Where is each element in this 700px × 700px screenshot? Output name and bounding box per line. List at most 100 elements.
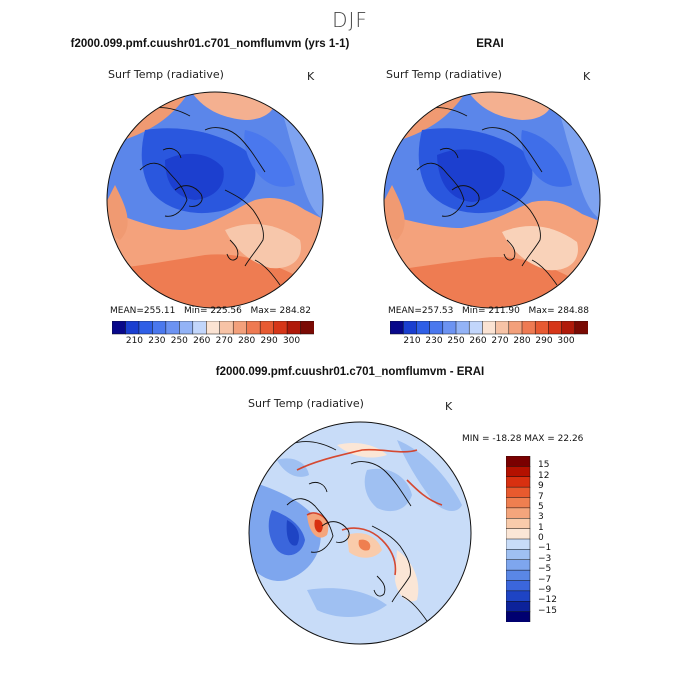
- right-mean-value: 257.53: [421, 306, 454, 316]
- left-stats: MEAN=255.11 Min= 225.56 Max= 284.82: [110, 306, 311, 316]
- colorbar-tick-label: 7: [538, 491, 544, 502]
- colorbar-swatch: [468, 321, 483, 335]
- right-min-value: 211.90: [488, 306, 520, 316]
- colorbar-tick-label: 290: [535, 336, 553, 346]
- diff-units-label: K: [445, 400, 453, 413]
- colorbar-swatch: [506, 518, 531, 530]
- colorbar-tick-label: −1: [538, 543, 552, 554]
- diff-minmax: MIN = -18.28 MAX = 22.26: [462, 434, 584, 444]
- left-units-label: K: [307, 70, 315, 83]
- colorbar-tick-label: −5: [538, 564, 552, 575]
- colorbar-swatch: [286, 321, 302, 335]
- diff-panel-title: f2000.099.pmf.cuushr01.c701_nomflumvm - …: [215, 366, 485, 378]
- colorbar-swatch: [219, 321, 234, 335]
- colorbar-tick-label: 250: [170, 336, 188, 346]
- colorbar-tick-label: −7: [538, 574, 552, 585]
- colorbar-tick-label: 260: [469, 336, 487, 346]
- diff-colorbar-ticks: 15 12 9 7 5 3 1 0 −1 −3 −5 −7 −9 −12 −15: [538, 456, 578, 622]
- colorbar-swatch: [506, 580, 531, 592]
- right-max-label: Max=: [528, 306, 555, 316]
- colorbar-tick-label: 9: [538, 481, 544, 492]
- left-colorbar-ticks: 210 230 250 260 270 280 290 300: [112, 336, 314, 348]
- colorbar-swatch: [273, 321, 288, 335]
- colorbar-tick-label: 230: [425, 336, 443, 346]
- colorbar-swatch: [442, 321, 457, 335]
- colorbar-swatch: [506, 507, 531, 519]
- colorbar-swatch: [152, 321, 167, 335]
- right-stats: MEAN=257.53 Min= 211.90 Max= 284.88: [388, 306, 589, 316]
- colorbar-swatch: [138, 321, 153, 335]
- colorbar-swatch: [521, 321, 536, 335]
- colorbar-tick-label: 15: [538, 460, 550, 471]
- colorbar-swatch: [508, 321, 523, 335]
- left-variable-label: Surf Temp (radiative): [108, 68, 224, 81]
- right-colorbar-ticks: 210 230 250 260 270 280 290 300: [390, 336, 588, 348]
- left-max-value: 284.82: [279, 306, 312, 316]
- left-min-label: Min=: [183, 306, 208, 316]
- colorbar-swatch: [506, 476, 531, 488]
- colorbar-tick-label: −12: [538, 595, 557, 606]
- colorbar-tick-label: 280: [513, 336, 531, 346]
- colorbar-swatch: [574, 321, 588, 335]
- colorbar-tick-label: 290: [260, 336, 278, 346]
- colorbar-swatch: [165, 321, 180, 335]
- colorbar-tick-label: −3: [538, 553, 552, 564]
- right-variable-label: Surf Temp (radiative): [386, 68, 502, 81]
- colorbar-swatch: [506, 611, 531, 622]
- right-mean-label: MEAN=: [388, 306, 422, 316]
- colorbar-tick-label: 260: [193, 336, 211, 346]
- colorbar-swatch: [534, 321, 549, 335]
- colorbar-tick-label: −15: [538, 605, 557, 616]
- colorbar-swatch: [506, 466, 531, 478]
- colorbar-swatch: [506, 569, 531, 582]
- right-max-value: 284.88: [557, 306, 590, 316]
- right-panel-title: ERAI: [476, 38, 504, 50]
- right-colorbar: [390, 321, 588, 335]
- colorbar-tick-label: 0: [538, 533, 544, 543]
- colorbar-swatch: [300, 321, 314, 335]
- colorbar-swatch: [506, 497, 531, 509]
- colorbar-tick-label: 270: [215, 336, 233, 346]
- colorbar-swatch: [548, 321, 563, 335]
- colorbar-tick-label: 230: [148, 336, 166, 346]
- colorbar-swatch: [192, 321, 207, 335]
- left-panel-title: f2000.099.pmf.cuushr01.c701_nomflumvm (y…: [70, 38, 350, 50]
- right-polar-map: [383, 91, 601, 309]
- colorbar-tick-label: 300: [557, 336, 575, 346]
- colorbar-swatch: [232, 321, 248, 335]
- left-polar-map: [106, 91, 324, 309]
- colorbar-tick-label: 1: [538, 522, 544, 533]
- colorbar-swatch: [506, 486, 531, 499]
- colorbar-tick-label: 250: [447, 336, 465, 346]
- colorbar-tick-label: 280: [238, 336, 256, 346]
- colorbar-tick-label: 5: [538, 501, 544, 512]
- right-units-label: K: [583, 70, 591, 83]
- colorbar-swatch: [112, 321, 127, 335]
- colorbar-swatch: [206, 321, 221, 335]
- colorbar-swatch: [506, 559, 531, 571]
- colorbar-swatch: [429, 321, 444, 335]
- colorbar-swatch: [259, 321, 275, 335]
- right-min-label: Min=: [461, 306, 486, 316]
- colorbar-swatch: [482, 321, 497, 335]
- colorbar-swatch: [506, 538, 531, 550]
- colorbar-swatch: [402, 321, 417, 335]
- colorbar-swatch: [125, 321, 140, 335]
- diff-polar-map: [248, 421, 472, 645]
- colorbar-swatch: [416, 321, 431, 335]
- colorbar-swatch: [506, 528, 531, 540]
- colorbar-swatch: [506, 601, 531, 613]
- diff-variable-label: Surf Temp (radiative): [248, 397, 364, 410]
- colorbar-tick-label: −9: [538, 584, 552, 595]
- colorbar-swatch: [561, 321, 576, 335]
- colorbar-tick-label: 3: [538, 512, 544, 523]
- colorbar-swatch: [506, 549, 531, 561]
- diff-colorbar: [506, 456, 531, 622]
- colorbar-tick-label: 300: [282, 336, 301, 346]
- season-title: DJF: [332, 8, 368, 32]
- left-min-value: 225.56: [210, 306, 242, 316]
- colorbar-swatch: [455, 321, 470, 335]
- colorbar-swatch: [179, 321, 194, 335]
- left-colorbar: [112, 321, 314, 335]
- colorbar-tick-label: 210: [403, 336, 421, 346]
